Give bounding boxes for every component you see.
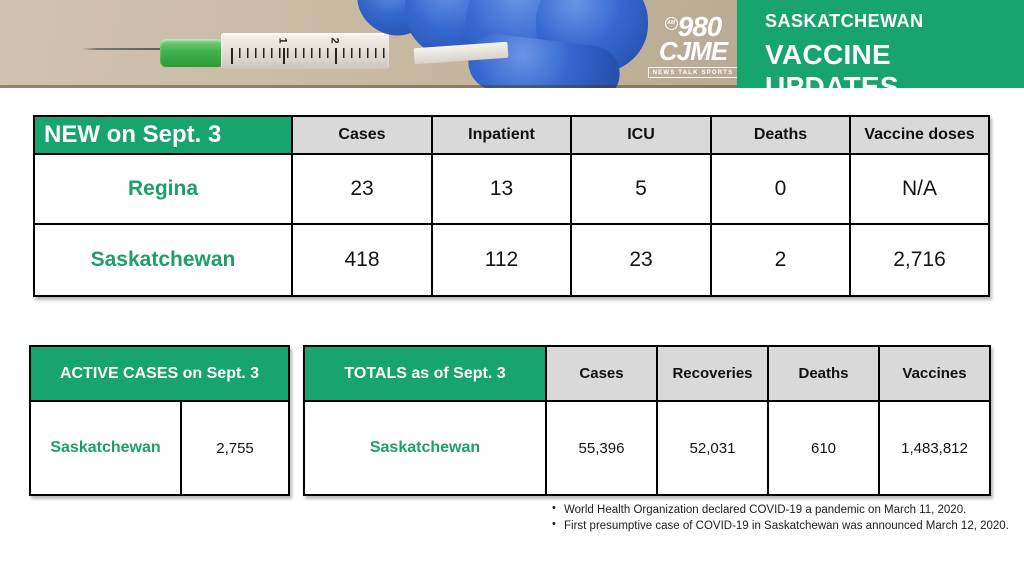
regina-inpatient: 13 [431,153,572,225]
total-recoveries-value: 52,031 [656,400,769,496]
syringe-photo: 1 2 AM 980 CJME NEWS TALK SPORTS [0,0,737,88]
row-label-saskatchewan: Saskatchewan [303,400,547,496]
column-header-icu: ICU [570,115,712,155]
regina-deaths: 0 [710,153,851,225]
table-row-active-sask: Saskatchewan 2,755 [29,400,291,496]
logo-frequency: 980 [677,11,723,42]
syringe-scale-mark: 2 [328,37,341,44]
syringe-needle-icon [82,48,164,50]
syringe-scale-mark: 1 [276,37,289,44]
column-header-vaccine-doses: Vaccine doses [849,115,990,155]
total-cases-value: 55,396 [545,400,658,496]
syringe-hub-icon [160,39,224,67]
total-deaths-value: 610 [767,400,880,496]
logo-callsign: CJME [658,36,728,66]
regina-new-cases: 23 [291,153,433,225]
syringe-ruler-ticks-major [231,48,385,64]
sask-vaccine-doses: 2,716 [849,223,990,297]
totals-table-title: TOTALS as of Sept. 3 [303,345,547,402]
regina-icu: 5 [570,153,712,225]
column-header-vaccines: Vaccines [878,345,991,402]
active-table-header-row: ACTIVE CASES on Sept. 3 [28,345,291,402]
sask-new-cases: 418 [291,223,433,297]
banner-title-main: VACCINE UPDATES [765,39,899,102]
new-cases-table: NEW on Sept. 3 Cases Inpatient ICU Death… [33,115,990,297]
sask-icu: 23 [570,223,712,297]
row-label-saskatchewan: Saskatchewan [33,223,293,297]
banner-title-region: SASKATCHEWAN [765,11,924,31]
column-header-recoveries: Recoveries [656,345,769,402]
logo-frequency-row: AM 980 [648,13,737,41]
totals-table: TOTALS as of Sept. 3 Cases Recoveries De… [303,345,991,496]
active-table-title: ACTIVE CASES on Sept. 3 [28,345,291,402]
new-table-header-row: NEW on Sept. 3 Cases Inpatient ICU Death… [33,115,990,155]
column-header-deaths: Deaths [710,115,851,155]
column-header-total-deaths: Deaths [767,345,880,402]
sask-inpatient: 112 [431,223,572,297]
station-logo: AM 980 CJME NEWS TALK SPORTS [648,13,737,78]
row-label-saskatchewan: Saskatchewan [29,400,182,496]
row-label-regina: Regina [33,153,293,225]
column-header-total-cases: Cases [545,345,658,402]
sask-deaths: 2 [710,223,851,297]
am-badge: AM [664,17,678,30]
footnote-first-case: First presumptive case of COVID-19 in Sa… [549,517,1023,534]
column-header-cases: Cases [291,115,433,155]
table-row-saskatchewan: Saskatchewan 418 112 23 2 2,716 [33,223,990,297]
active-cases-value: 2,755 [179,400,291,496]
column-header-inpatient: Inpatient [431,115,572,155]
title-panel: SASKATCHEWAN VACCINE UPDATES [737,0,1024,102]
table-row-totals-sask: Saskatchewan 55,396 52,031 610 1,483,812 [303,400,991,496]
syringe-barrel-icon: 1 2 [221,33,389,69]
totals-table-header-row: TOTALS as of Sept. 3 Cases Recoveries De… [303,345,991,402]
banner: 1 2 AM 980 CJME NEWS TALK SPORTS SASKATC… [0,0,1024,102]
table-row-regina: Regina 23 13 5 0 N/A [33,153,990,225]
logo-tagline: NEWS TALK SPORTS [648,67,737,78]
footnote-pandemic-declared: World Health Organization declared COVID… [549,501,1023,518]
new-table-title: NEW on Sept. 3 [33,115,293,155]
total-vaccines-value: 1,483,812 [878,400,991,496]
regina-vaccine-doses: N/A [849,153,990,225]
active-cases-table: ACTIVE CASES on Sept. 3 Saskatchewan 2,7… [28,345,291,496]
footnotes: World Health Organization declared COVID… [549,501,1023,535]
